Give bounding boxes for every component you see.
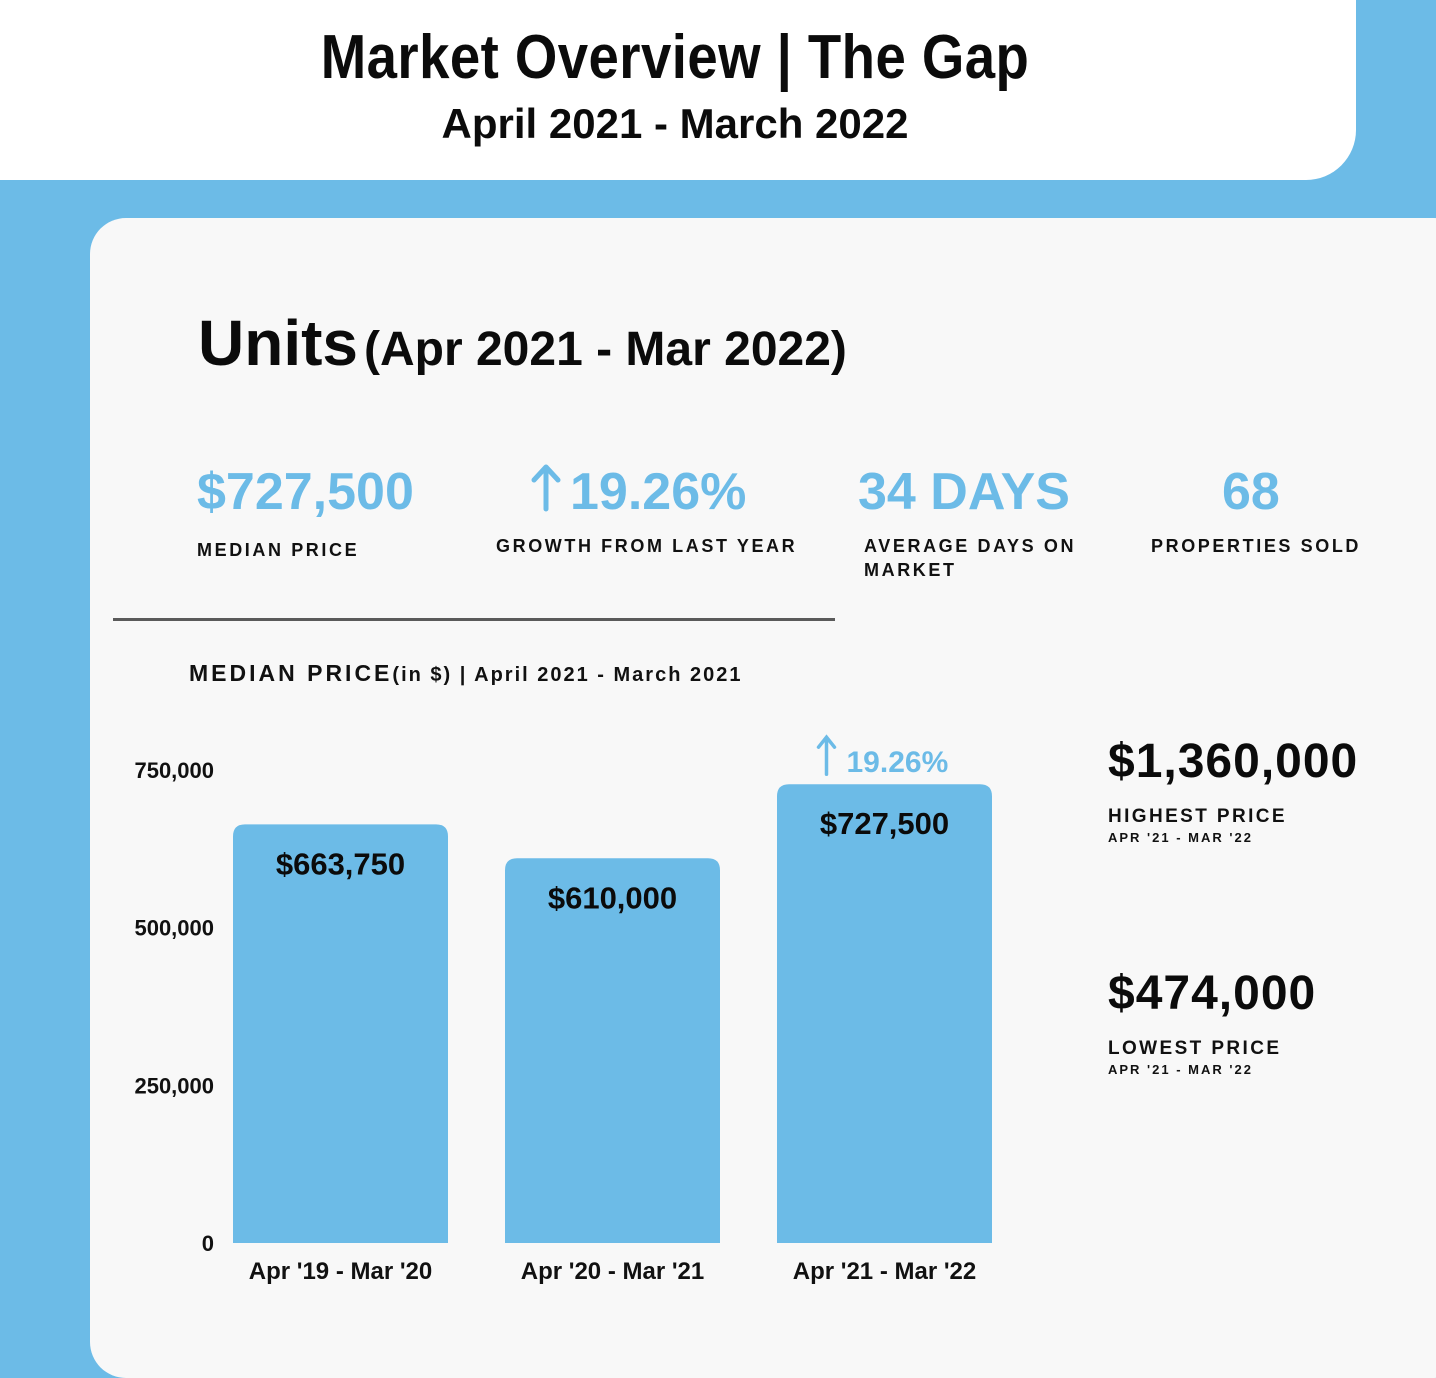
chart-heading: MEDIAN PRICE(in $) | April 2021 - March … bbox=[189, 660, 742, 687]
chart-heading-suffix: (in $) | April 2021 - March 2021 bbox=[392, 664, 743, 686]
chart-heading-main: MEDIAN PRICE bbox=[189, 660, 393, 686]
y-tick-label: 250,000 bbox=[134, 1073, 214, 1098]
x-tick-label: Apr '20 - Mar '21 bbox=[521, 1258, 704, 1285]
lowest-price-label: LOWEST PRICE bbox=[1108, 1038, 1282, 1059]
median-price-chart: 0 250,000 500,000 750,000 $663,750 Apr '19 - … bbox=[134, 734, 992, 1285]
kpi-properties-value: 68 bbox=[1222, 463, 1280, 521]
y-tick-label: 750,000 bbox=[134, 758, 214, 783]
y-tick-label: 500,000 bbox=[134, 916, 214, 941]
bar bbox=[505, 858, 720, 1243]
divider bbox=[113, 618, 835, 621]
x-tick-label: Apr '19 - Mar '20 bbox=[249, 1258, 432, 1285]
growth-annotation: 19.26% bbox=[816, 734, 949, 779]
highest-price-period: APR '21 - MAR '22 bbox=[1108, 830, 1253, 845]
highest-price-label: HIGHEST PRICE bbox=[1108, 806, 1287, 827]
section-title-main: Units bbox=[198, 307, 358, 379]
section-title-period: (Apr 2021 - Mar 2022) bbox=[364, 323, 847, 376]
page-subtitle: April 2021 - March 2022 bbox=[441, 100, 909, 147]
x-tick-label: Apr '21 - Mar '22 bbox=[793, 1258, 976, 1285]
kpi-growth: 19.26% bbox=[530, 462, 746, 522]
arrow-up-icon bbox=[531, 464, 561, 512]
lowest-price-value: $474,000 bbox=[1108, 967, 1317, 1020]
bar-value-label: $663,750 bbox=[276, 846, 405, 881]
header-banner: Market Overview | The Gap April 2021 - M… bbox=[0, 0, 1356, 180]
kpi-properties-label: PROPERTIES SOLD bbox=[1151, 536, 1362, 556]
page-title: Market Overview | The Gap bbox=[320, 23, 1030, 92]
kpi-days-label: AVERAGE DAYS ON MARKET bbox=[864, 534, 1076, 582]
bar bbox=[233, 824, 448, 1243]
growth-annotation-label: 19.26% bbox=[847, 746, 949, 779]
kpi-growth-value: 19.26% bbox=[570, 463, 747, 521]
lowest-price-period: APR '21 - MAR '22 bbox=[1108, 1062, 1253, 1077]
bar bbox=[777, 784, 992, 1243]
kpi-median-price-value: $727,500 bbox=[197, 463, 414, 521]
kpi-days-value: 34 DAYS bbox=[858, 463, 1070, 521]
bar-value-label: $727,500 bbox=[820, 806, 949, 841]
highest-price-value: $1,360,000 bbox=[1108, 735, 1359, 788]
section-title: Units (Apr 2021 - Mar 2022) bbox=[198, 306, 847, 380]
y-tick-label: 0 bbox=[202, 1231, 214, 1256]
kpi-days-label-line1: AVERAGE DAYS ON bbox=[864, 536, 1077, 556]
kpi-days-label-line2: MARKET bbox=[864, 560, 957, 580]
kpi-median-price-label: MEDIAN PRICE bbox=[197, 540, 360, 560]
kpi-growth-label: GROWTH FROM LAST YEAR bbox=[496, 536, 798, 556]
arrow-up-icon bbox=[816, 734, 837, 776]
bar-value-label: $610,000 bbox=[548, 880, 677, 915]
